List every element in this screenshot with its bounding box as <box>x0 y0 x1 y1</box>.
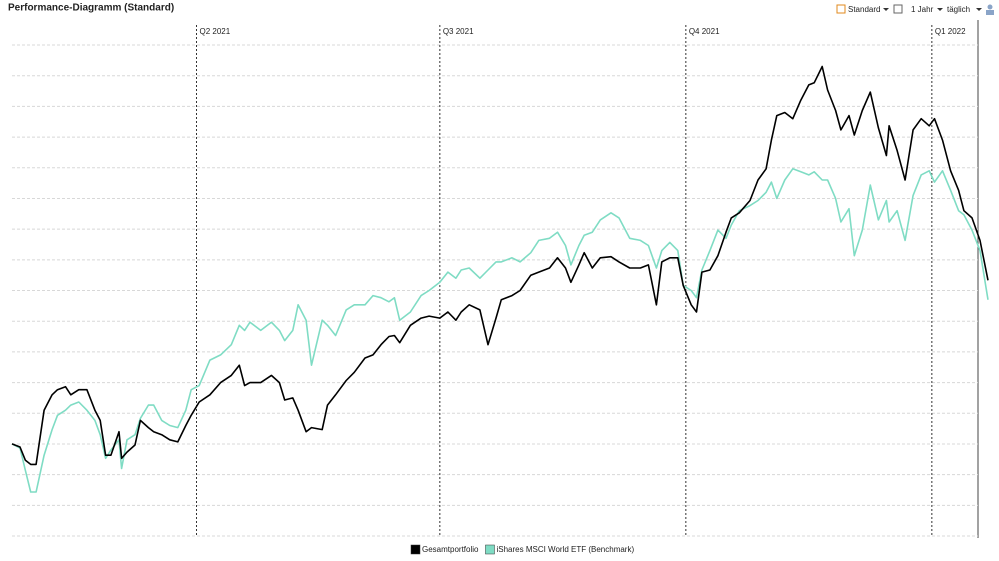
toolbar-item[interactable]: täglich <box>947 5 970 14</box>
toolbar-item[interactable]: Standard <box>848 5 880 14</box>
x-tick-label: Q2 2021 <box>200 27 231 36</box>
x-tick-label: Q3 2021 <box>443 27 474 36</box>
toolbar: Standard 1 Jahr täglich <box>836 4 994 15</box>
dropdown-arrow[interactable] <box>976 8 982 11</box>
user-icon[interactable] <box>986 10 994 15</box>
toolbar-item[interactable]: 1 Jahr <box>911 5 934 14</box>
chart-title: Performance-Diagramm (Standard) <box>8 3 174 14</box>
icon <box>893 4 903 14</box>
legend: Gesamtportfolio iShares MSCI World ETF (B… <box>410 544 634 555</box>
series-line <box>11 168 989 493</box>
x-tick-label: Q1 2022 <box>935 27 966 36</box>
legend-swatch <box>410 544 421 555</box>
legend-label: iShares MSCI World ETF (Benchmark) <box>496 545 634 554</box>
legend-label: Gesamtportfolio <box>422 545 479 554</box>
user-icon[interactable] <box>987 4 993 10</box>
icon <box>836 4 846 14</box>
x-tick-label: Q4 2021 <box>689 27 720 36</box>
legend-swatch <box>485 544 495 555</box>
dropdown-arrow[interactable] <box>883 8 889 11</box>
series-line <box>11 65 989 466</box>
dropdown-arrow[interactable] <box>937 8 943 11</box>
